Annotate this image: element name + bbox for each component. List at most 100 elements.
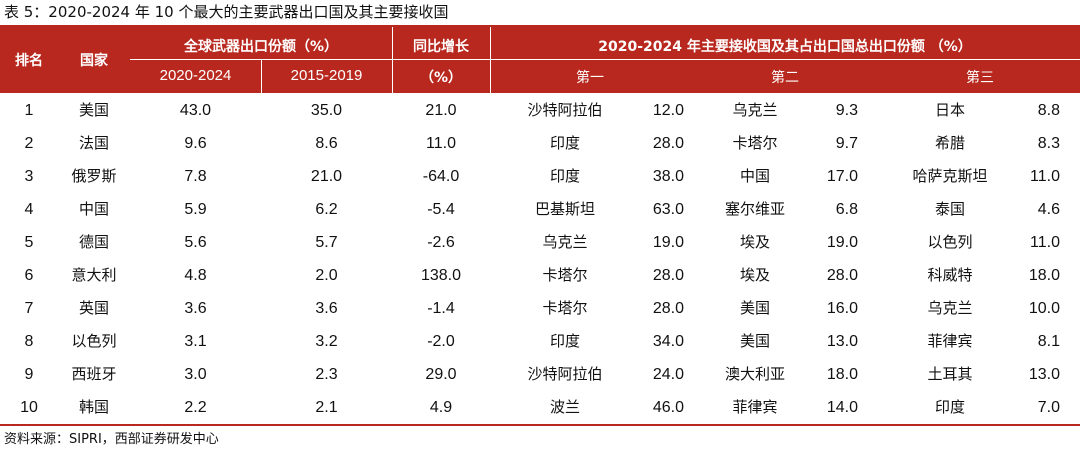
table-row: 9 西班牙 3.0 2.3 29.0 沙特阿拉伯 24.0 澳大利亚 18.0 土耳其 13.0: [0, 358, 1080, 391]
cell-third-share: 7.0: [1037, 399, 1060, 416]
cell-rank: 1: [24, 102, 34, 119]
cell-first-recipient: 印度: [549, 167, 580, 185]
cell-second-share: 9.3: [835, 102, 858, 119]
cell-share-2020-2024: 43.0: [179, 102, 212, 119]
table-row: 8 以色列 3.1 3.2 -2.0 印度 34.0 美国 13.0 菲律宾 8.1: [0, 325, 1080, 358]
cell-third-recipient: 希腊: [934, 134, 965, 152]
cell-growth: -2.0: [427, 333, 455, 350]
cell-share-2015-2019: 35.0: [310, 102, 343, 119]
table-row: 4 中国 5.9 6.2 -5.4 巴基斯坦 63.0 塞尔维亚 6.8 泰国 4.6: [0, 193, 1080, 226]
cell-second-share: 18.0: [826, 366, 858, 383]
table-row: 6 意大利 4.8 2.0 138.0 卡塔尔 28.0 埃及 28.0 科威特 18.0: [0, 259, 1080, 292]
cell-growth: -64.0: [422, 168, 460, 185]
cell-third-recipient: 乌克兰: [927, 299, 973, 317]
cell-share-2020-2024: 5.6: [184, 234, 207, 251]
cell-growth: 11.0: [426, 135, 456, 152]
cell-second-recipient: 菲律宾: [732, 398, 778, 416]
cell-second-recipient: 澳大利亚: [724, 365, 785, 383]
cell-second-recipient: 乌克兰: [732, 101, 778, 119]
header-third: 第三: [966, 70, 994, 86]
source-note: 资料来源：SIPRI，西部证券研发中心: [4, 432, 219, 447]
cell-first-recipient: 印度: [549, 332, 580, 350]
cell-first-recipient: 巴基斯坦: [534, 200, 595, 218]
cell-third-recipient: 日本: [934, 101, 965, 119]
table-row: 2 法国 9.6 8.6 11.0 印度 28.0 卡塔尔 9.7 希腊 8.3: [0, 127, 1080, 160]
cell-first-recipient: 乌克兰: [542, 233, 588, 251]
cell-country: 英国: [78, 299, 109, 317]
cell-first-share: 12.0: [652, 102, 684, 119]
cell-share-2020-2024: 3.0: [184, 366, 207, 383]
cell-growth: -2.6: [427, 234, 455, 251]
cell-second-recipient: 美国: [739, 332, 770, 350]
cell-second-recipient: 中国: [739, 167, 770, 185]
header-first: 第一: [576, 70, 604, 86]
cell-second-share: 6.8: [835, 201, 858, 218]
cell-rank: 8: [24, 333, 34, 350]
header-share-group: 全球武器出口份额（%）: [183, 39, 339, 55]
cell-second-recipient: 卡塔尔: [732, 134, 778, 152]
cell-growth: -5.4: [427, 201, 455, 218]
cell-second-share: 13.0: [826, 333, 858, 350]
cell-first-recipient: 沙特阿拉伯: [527, 365, 603, 383]
cell-share-2015-2019: 8.6: [315, 135, 338, 152]
table-row: 1 美国 43.0 35.0 21.0 沙特阿拉伯 12.0 乌克兰 9.3 日本 8.8: [0, 94, 1080, 127]
top-rule: [0, 25, 1080, 27]
cell-second-recipient: 塞尔维亚: [724, 200, 785, 218]
cell-second-share: 14.0: [826, 399, 858, 416]
cell-share-2015-2019: 2.3: [315, 366, 338, 383]
header-divider-vertical: [490, 27, 491, 93]
cell-first-share: 28.0: [652, 267, 684, 284]
cell-first-share: 19.0: [652, 234, 684, 251]
cell-country: 以色列: [71, 332, 117, 350]
cell-third-share: 13.0: [1028, 366, 1060, 383]
cell-second-share: 16.0: [826, 300, 858, 317]
cell-third-recipient: 菲律宾: [927, 332, 973, 350]
cell-third-share: 4.6: [1037, 201, 1060, 218]
cell-second-recipient: 埃及: [739, 266, 770, 284]
cell-share-2015-2019: 6.2: [315, 201, 338, 218]
cell-rank: 6: [24, 267, 34, 284]
header-divider-vertical: [261, 59, 262, 93]
cell-first-share: 34.0: [652, 333, 684, 350]
cell-first-recipient: 卡塔尔: [542, 299, 588, 317]
cell-share-2015-2019: 3.2: [315, 333, 338, 350]
cell-growth: -1.4: [427, 300, 455, 317]
cell-third-recipient: 土耳其: [927, 365, 973, 383]
table-row: 5 德国 5.6 5.7 -2.6 乌克兰 19.0 埃及 19.0 以色列 11.0: [0, 226, 1080, 259]
cell-rank: 7: [24, 300, 34, 317]
cell-first-recipient: 波兰: [549, 398, 580, 416]
header-growth-unit: （%）: [419, 70, 463, 86]
cell-share-2015-2019: 5.7: [315, 234, 338, 251]
cell-third-recipient: 印度: [934, 398, 965, 416]
header-share-2015-2019: 2015-2019: [290, 67, 363, 84]
cell-country: 俄罗斯: [71, 167, 117, 185]
table-row: 7 英国 3.6 3.6 -1.4 卡塔尔 28.0 美国 16.0 乌克兰 10.0: [0, 292, 1080, 325]
cell-second-recipient: 埃及: [739, 233, 770, 251]
cell-share-2015-2019: 2.1: [315, 399, 338, 416]
cell-share-2020-2024: 3.6: [184, 300, 207, 317]
cell-second-share: 9.7: [835, 135, 858, 152]
cell-third-share: 8.1: [1037, 333, 1060, 350]
cell-second-share: 17.0: [826, 168, 858, 185]
cell-third-share: 18.0: [1028, 267, 1060, 284]
header-country: 国家: [80, 53, 108, 69]
header-growth: 同比增长: [413, 39, 469, 55]
cell-first-share: 28.0: [652, 135, 684, 152]
cell-third-recipient: 科威特: [927, 266, 973, 284]
header-divider-vertical: [392, 27, 393, 93]
cell-second-share: 19.0: [826, 234, 858, 251]
header-second: 第二: [771, 70, 799, 86]
cell-country: 韩国: [78, 398, 109, 416]
bottom-rule: [0, 424, 1080, 426]
cell-share-2020-2024: 2.2: [184, 399, 207, 416]
header-share-2020-2024: 2020-2024: [159, 67, 232, 84]
cell-share-2020-2024: 7.8: [184, 168, 207, 185]
cell-country: 美国: [78, 101, 109, 119]
cell-share-2015-2019: 2.0: [315, 267, 338, 284]
cell-third-recipient: 哈萨克斯坦: [912, 167, 988, 185]
cell-rank: 2: [24, 135, 34, 152]
cell-share-2020-2024: 5.9: [184, 201, 207, 218]
table-row: 3 俄罗斯 7.8 21.0 -64.0 印度 38.0 中国 17.0 哈萨克斯坦 11.0: [0, 160, 1080, 193]
cell-rank: 3: [24, 168, 34, 185]
cell-country: 意大利: [71, 266, 117, 284]
